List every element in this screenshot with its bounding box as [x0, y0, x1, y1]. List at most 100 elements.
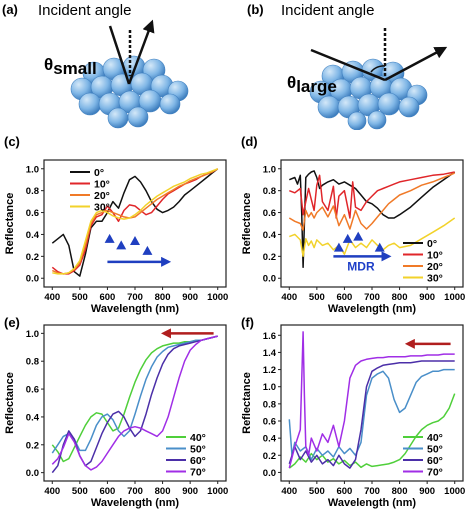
illustration-small-angle: (a) Incident angle θsmall — [2, 2, 189, 129]
series-line — [51, 168, 219, 275]
y-tick-label: 1.0 — [263, 164, 276, 175]
legend-label: 30° — [94, 202, 110, 214]
triangle-marker — [104, 233, 115, 243]
chart-e: (e) 400 500 600 700 800 900 1000 0.0 0.2 0.4 0.6 0.8… — [4, 315, 228, 509]
y-tick-label: 0.0 — [26, 274, 39, 285]
y-tick-label: 0.4 — [26, 230, 40, 241]
incident-ray — [108, 25, 131, 85]
x-tick-label: 700 — [127, 292, 143, 303]
legend-label: 50° — [427, 444, 443, 456]
x-tick-label: 800 — [155, 292, 171, 303]
triangle-marker — [374, 242, 385, 252]
x-tick-label: 500 — [72, 486, 88, 497]
mdr-annotation: MDR — [347, 259, 375, 273]
legend-label: 70° — [427, 467, 443, 479]
y-tick-label: 1.2 — [263, 365, 276, 376]
chart-c: (c) 400 500 600 700 800 900 1000 0.0 0.2 0.4 0.6 0.8… — [4, 134, 228, 315]
y-tick-label: 0.6 — [26, 385, 39, 396]
y-tick-label: 0.8 — [26, 186, 39, 197]
series-line — [288, 172, 455, 231]
series-line — [288, 368, 455, 461]
series-line — [289, 171, 455, 219]
y-tick-label: 1.0 — [26, 329, 39, 340]
theta-large-label: θlarge — [287, 73, 337, 96]
y-tick-label: 1.4 — [263, 348, 277, 359]
x-tick-label: 1000 — [207, 292, 228, 303]
y-axis-label: Reflectance — [241, 193, 253, 255]
triangle-marker — [142, 245, 153, 255]
legend-label: 50° — [190, 444, 206, 456]
panel-label-a: (a) — [2, 2, 18, 17]
y-tick-label: 0.6 — [263, 208, 276, 219]
triangle-marker — [353, 231, 364, 241]
x-tick-label: 600 — [336, 486, 352, 497]
x-tick-label: 500 — [309, 292, 325, 303]
y-tick-label: 0.0 — [26, 468, 39, 479]
legend-label: 40° — [190, 432, 206, 444]
y-tick-label: 0.4 — [263, 230, 277, 241]
series-line — [288, 393, 456, 469]
y-tick-label: 0.0 — [263, 274, 276, 285]
illustration-large-angle: (b) Incident angle θlarge — [247, 2, 448, 130]
y-tick-label: 0.2 — [263, 451, 276, 462]
incident-angle-title: Incident angle — [281, 2, 374, 19]
y-tick-label: 0.2 — [26, 252, 39, 263]
y-tick-label: 0.6 — [263, 417, 276, 428]
x-tick-label: 600 — [99, 292, 115, 303]
y-tick-label: 1.0 — [263, 382, 276, 393]
legend-label: 10° — [427, 250, 443, 262]
x-tick-label: 500 — [309, 486, 325, 497]
triangle-marker — [333, 242, 344, 252]
y-tick-label: 0.8 — [263, 399, 276, 410]
x-tick-label: 900 — [419, 486, 435, 497]
legend-label: 0° — [427, 238, 437, 250]
series-line — [51, 335, 218, 471]
series-line — [51, 335, 218, 454]
legend-label: 40° — [427, 432, 443, 444]
x-tick-label: 1000 — [444, 486, 465, 497]
x-tick-label: 400 — [44, 486, 60, 497]
legend-label: 60° — [190, 455, 206, 467]
y-tick-label: 0.8 — [26, 357, 39, 368]
reflected-ray — [384, 46, 448, 82]
triangle-marker — [342, 233, 353, 243]
triangle-marker — [130, 236, 140, 246]
angle-arc — [370, 65, 386, 73]
y-tick-label: 0.2 — [263, 252, 276, 263]
incident-angle-title: Incident angle — [38, 2, 131, 19]
x-tick-label: 700 — [127, 486, 143, 497]
y-axis-label: Reflectance — [4, 372, 16, 434]
legend-label: 30° — [427, 273, 443, 285]
triangle-marker — [116, 240, 127, 250]
y-axis-label: Reflectance — [4, 193, 16, 255]
series-line — [51, 168, 219, 277]
y-axis-label: Reflectance — [241, 372, 253, 434]
y-tick-label: 0.2 — [26, 440, 39, 451]
x-axis-label: Wavelength (nm) — [91, 303, 180, 315]
x-tick-label: 900 — [182, 486, 198, 497]
legend-label: 10° — [94, 179, 110, 191]
x-tick-label: 800 — [155, 486, 171, 497]
y-tick-label: 0.4 — [263, 434, 277, 445]
x-tick-label: 800 — [392, 486, 408, 497]
x-tick-label: 1000 — [444, 292, 465, 303]
legend-label: 20° — [94, 190, 110, 202]
legend-label: 70° — [190, 467, 206, 479]
panel-label: (e) — [4, 315, 20, 330]
y-tick-label: 1.0 — [26, 164, 39, 175]
x-axis-label: Wavelength (nm) — [91, 497, 180, 509]
panel-label: (f) — [241, 315, 254, 330]
legend-label: 60° — [427, 455, 443, 467]
x-tick-label: 900 — [419, 292, 435, 303]
y-tick-label: 0.4 — [26, 412, 40, 423]
x-tick-label: 700 — [364, 486, 380, 497]
legend-label: 0° — [94, 167, 104, 179]
series-line — [52, 168, 218, 275]
legend-label: 20° — [427, 261, 443, 273]
panel-label: (d) — [241, 134, 258, 149]
chart-f: (f) 400 500 600 700 800 900 1000 0.0 0.2 0.4 0.6 0.8… — [241, 315, 465, 509]
x-tick-label: 400 — [44, 292, 60, 303]
series-line — [288, 331, 455, 469]
y-tick-label: 1.6 — [263, 331, 276, 342]
plot-frame — [43, 159, 227, 288]
